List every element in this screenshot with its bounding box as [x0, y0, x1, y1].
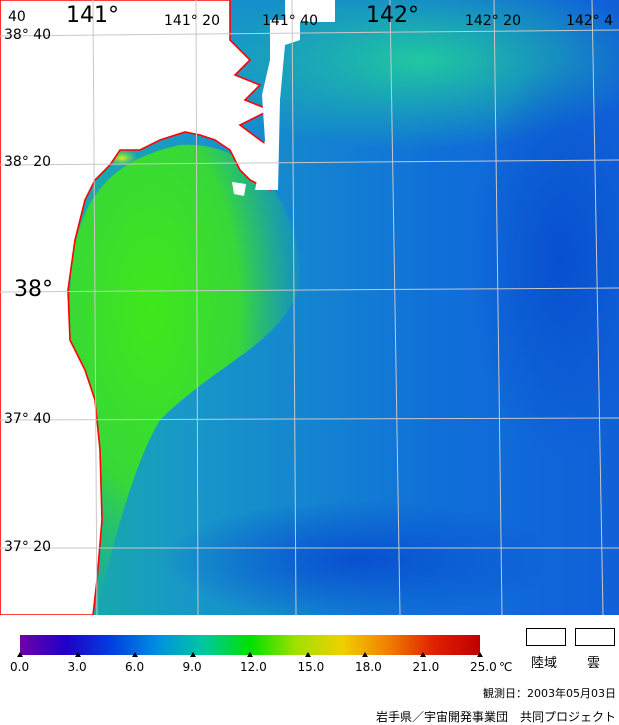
scale-tick-label: 3.0: [67, 660, 87, 674]
lat-label-38-40: 38° 40: [4, 27, 52, 43]
lon-label-142-20: 142° 20: [465, 13, 521, 29]
scale-tick-label: 25.0: [470, 660, 497, 674]
lon-label-141-40: 141° 40: [262, 13, 318, 29]
scale-tick-label: 21.0: [412, 660, 440, 674]
scale-tick-mark: [189, 652, 196, 657]
scale-tick-label: 18.0: [355, 660, 382, 674]
lon-label-142-40: 142° 4: [566, 13, 614, 29]
cloud-label: 雲: [587, 656, 601, 671]
cloud-area-north: [285, 0, 335, 22]
southern-cold-water: [160, 500, 560, 615]
scale-tick-mark: [247, 652, 253, 657]
credit-text: 岩手県／宇宙開発事業団 共同プロジェクト: [375, 710, 616, 724]
map-canvas: [0, 0, 619, 615]
lon-label-140-40: 40: [8, 9, 26, 25]
lon-label-141-20: 141° 20: [164, 13, 220, 29]
scale-tick-label: 12.0: [240, 660, 267, 674]
scale-tick-mark: [17, 652, 23, 657]
scale-tick-label: 9.0: [182, 660, 202, 674]
land-area: [0, 0, 276, 615]
lon-label-142: 142°: [366, 3, 419, 28]
scale-tick-mark: [74, 652, 81, 657]
lat-label-38-20: 38° 20: [4, 154, 52, 170]
lat-label-38: 38°: [14, 277, 53, 302]
lat-label-37-20: 37° 20: [4, 539, 52, 555]
scale-tick-label: 6.0: [125, 660, 145, 674]
coastal-warm-water: [70, 144, 300, 615]
island: [232, 182, 246, 196]
scale-tick-label: 15.0: [297, 660, 325, 674]
sea-surface-temperature-map: 40 141° 141° 20 141° 40 142° 142° 20 142…: [0, 0, 619, 615]
scale-tick-label: 0.0: [10, 660, 30, 674]
cloud-area: [255, 20, 300, 190]
scale-tick-mark: [304, 652, 311, 657]
land-label: 陸域: [531, 656, 558, 671]
temperature-color-scale: [20, 635, 480, 655]
graticule: [0, 0, 619, 615]
cloud-swatch: [575, 628, 615, 646]
lon-label-141: 141°: [66, 3, 119, 28]
unit-label: ℃: [499, 660, 513, 674]
lat-label-37-40: 37° 40: [4, 411, 52, 427]
scale-tick-mark: [132, 652, 138, 657]
land-swatch: [526, 628, 566, 646]
scale-tick-mark: [477, 652, 483, 657]
scale-tick-mark: [419, 652, 426, 657]
scale-tick-mark: [362, 652, 368, 657]
observation-date: 観測日：2003年05月03日: [483, 687, 616, 700]
